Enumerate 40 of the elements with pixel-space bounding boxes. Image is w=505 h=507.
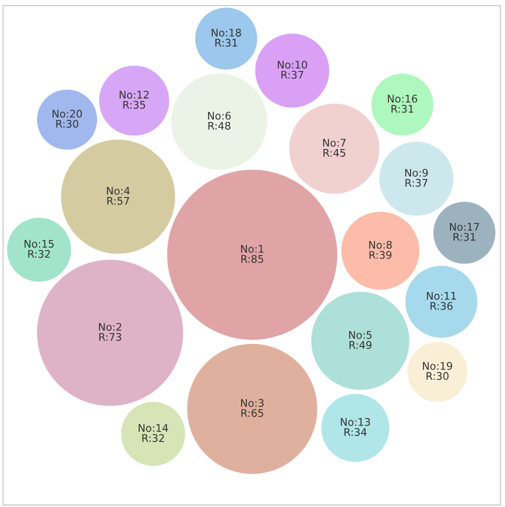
category-label: No:2 [99, 322, 122, 331]
category-label: No:7 [323, 138, 346, 147]
data-label: R:34 [344, 428, 367, 436]
data-label: R:31 [392, 104, 414, 113]
category-label: No:1 [241, 245, 264, 253]
data-label: R:30 [426, 372, 449, 380]
data-label: R:85 [241, 254, 264, 263]
data-label: R:32 [28, 250, 50, 258]
category-label: No:9 [405, 168, 428, 177]
category-label: No:12 [120, 90, 149, 99]
data-label: R:31 [215, 38, 238, 47]
data-label: R:48 [208, 122, 230, 130]
data-label: R:37 [406, 178, 428, 187]
data-label: R:30 [56, 120, 78, 128]
data-label: R:37 [281, 70, 304, 79]
category-label: No:10 [278, 60, 308, 69]
category-label: No:20 [52, 110, 82, 118]
data-label: R:73 [99, 333, 122, 341]
category-label: No:5 [349, 331, 372, 339]
data-label: R:45 [323, 149, 346, 157]
data-label: R:49 [350, 341, 372, 349]
data-label: R:65 [241, 409, 264, 417]
data-label: R:31 [454, 232, 476, 241]
category-label: No:11 [426, 292, 456, 300]
category-label: No:8 [369, 240, 392, 249]
data-label: R:35 [123, 100, 146, 109]
category-label: No:13 [340, 418, 370, 426]
data-label: R:57 [107, 197, 130, 205]
category-label: No:19 [422, 362, 452, 370]
category-label: No:3 [241, 399, 264, 407]
category-label: No:18 [212, 28, 241, 37]
category-label: No:14 [138, 424, 168, 432]
data-label: R:36 [430, 302, 453, 310]
data-label: R:32 [142, 434, 164, 442]
category-label: No:17 [450, 222, 479, 231]
category-label: No:15 [24, 240, 54, 248]
category-label: No:4 [107, 186, 130, 195]
category-label: No:6 [208, 112, 231, 120]
category-label: No:16 [388, 94, 418, 103]
data-label: R:39 [370, 250, 392, 259]
